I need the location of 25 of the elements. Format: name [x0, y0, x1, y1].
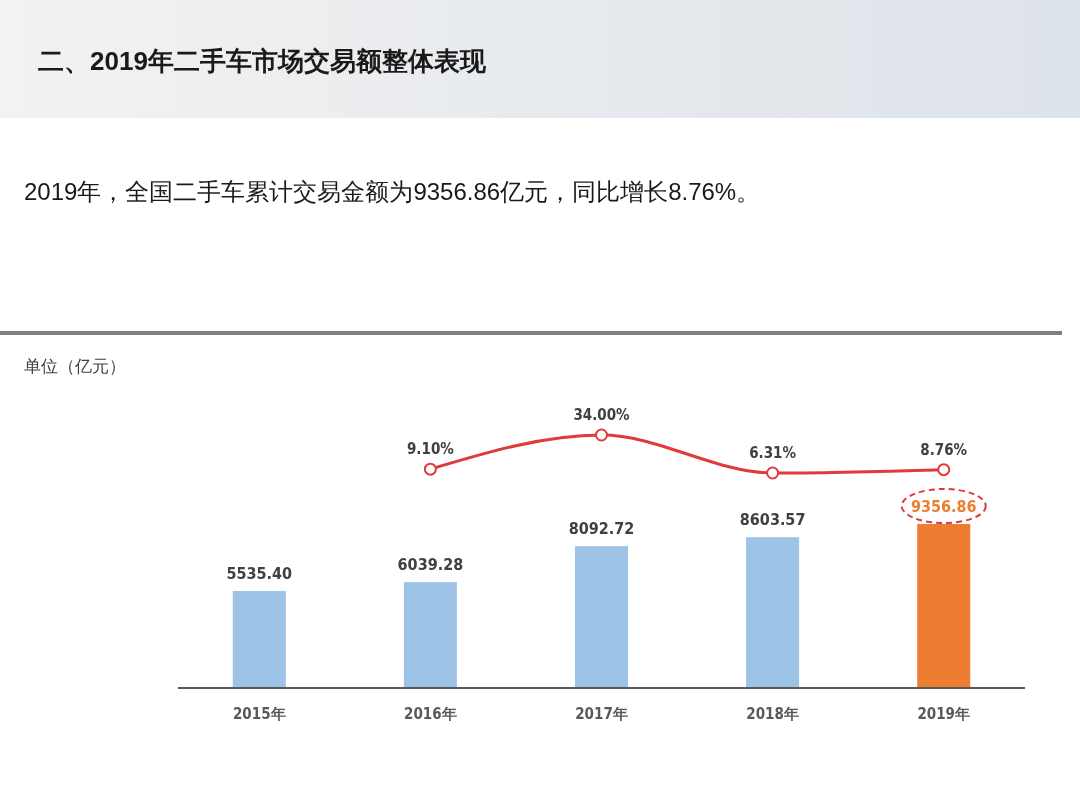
chart-title: 二、2019年二手车市场交易额整体表现 — [38, 46, 487, 76]
x-tick-label: 2015年 — [233, 705, 286, 723]
data-label: 9356.86 — [910, 497, 977, 516]
data-label: 8.76% — [920, 440, 968, 459]
text: 单位（亿元） — [24, 357, 126, 376]
data-label: 9.10% — [406, 440, 455, 459]
point — [937, 463, 951, 477]
data-label: 5535.40 — [226, 563, 293, 583]
data-label: 6039.28 — [397, 555, 464, 575]
point — [766, 466, 780, 480]
bar — [232, 590, 286, 688]
point — [423, 462, 437, 476]
point — [595, 428, 608, 442]
x-tick-label: 2018年 — [746, 705, 799, 723]
data-label: 8603.57 — [739, 510, 806, 530]
x-tick-label: 2017年 — [575, 705, 628, 723]
x-tick-label: 2016年 — [404, 705, 457, 723]
bar — [574, 546, 629, 688]
data-label: 34.00% — [573, 406, 631, 424]
data-label: 8092.72 — [568, 519, 635, 539]
bar — [746, 537, 800, 688]
bar — [403, 582, 457, 688]
x-tick-label: 2019年 — [917, 705, 970, 723]
data-label: 6.31% — [749, 444, 797, 462]
chart-subtitle: 2019年，全国二手车累计交易金额为9356.86亿元，同比增长8.76%。 — [24, 178, 761, 205]
